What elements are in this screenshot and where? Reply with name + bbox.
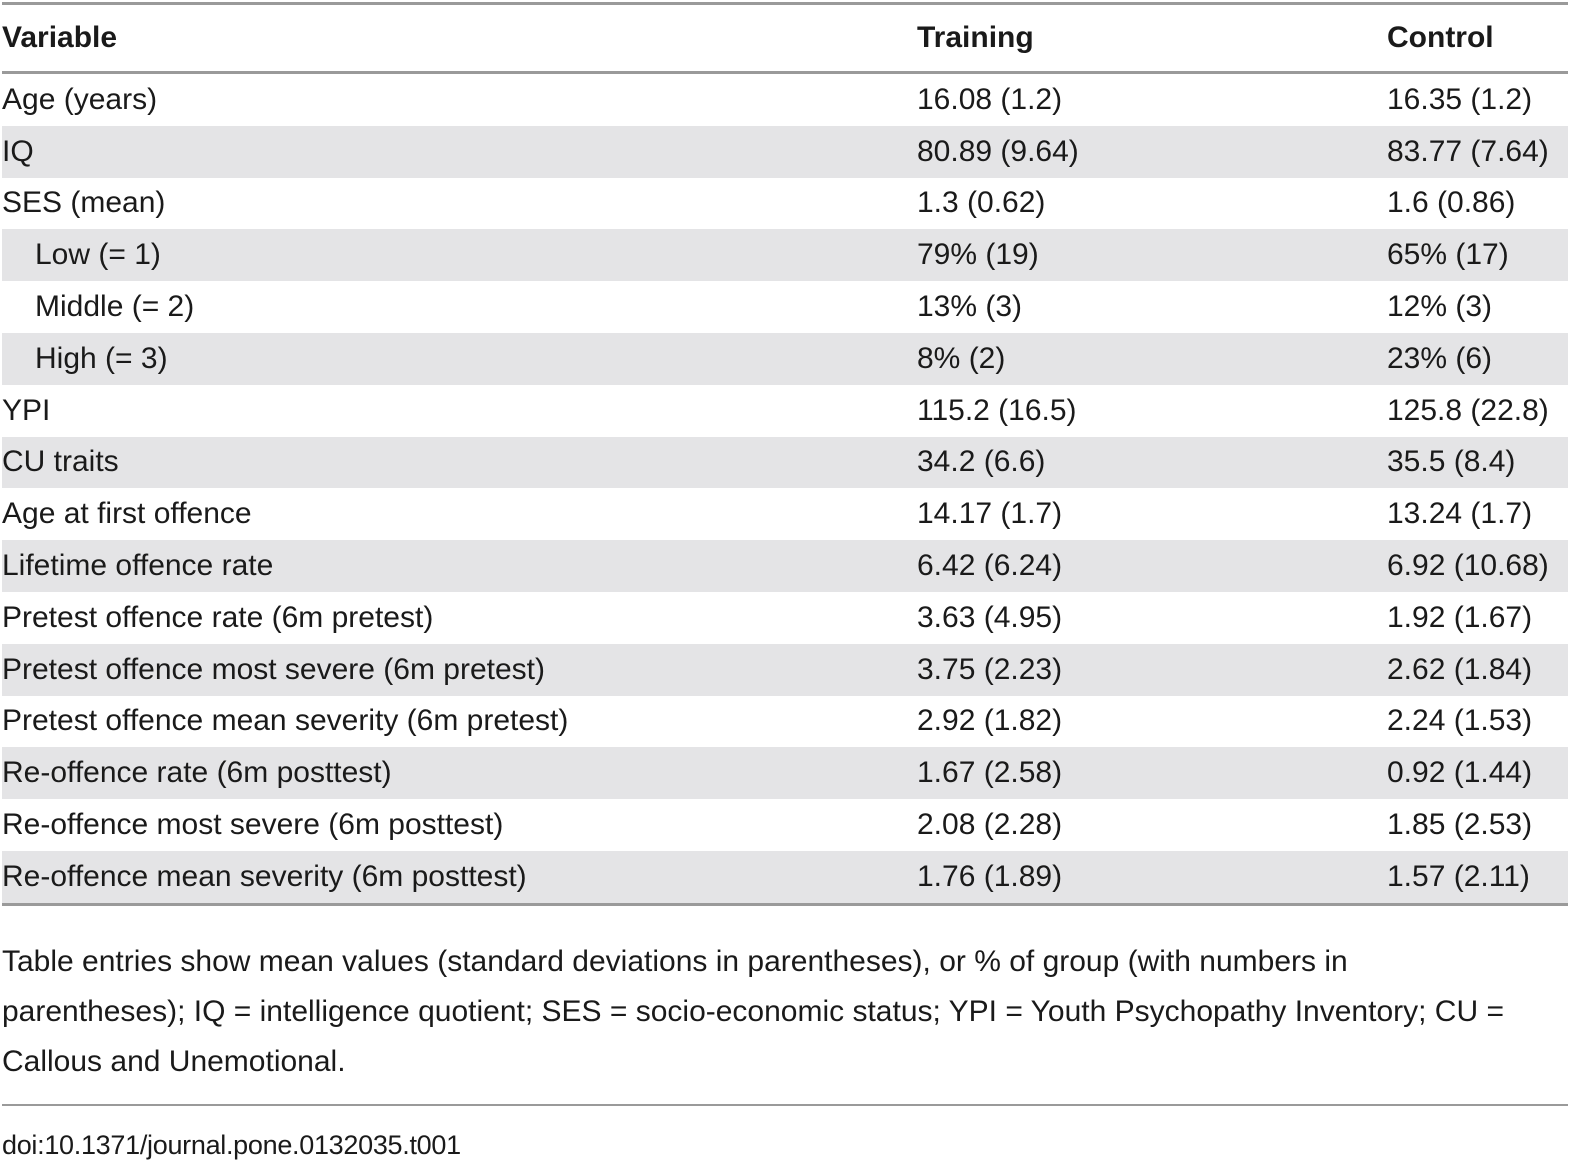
cell-control: 2.62 (1.84) — [1387, 652, 1533, 686]
table-row: Age (years) 16.08 (1.2) 16.35 (1.2) — [2, 73, 1568, 126]
cell-variable: Middle (= 2) — [35, 290, 195, 324]
cell-training: 80.89 (9.64) — [917, 134, 1079, 168]
cell-variable: Age (years) — [2, 82, 158, 116]
table-row: Re-offence rate (6m posttest) 1.67 (2.58)… — [2, 747, 1568, 800]
table-row: YPI 115.2 (16.5) 125.8 (22.8) — [2, 385, 1568, 437]
cell-control: 23% (6) — [1387, 341, 1493, 375]
cell-control: 1.57 (2.11) — [1387, 859, 1530, 893]
table-body: Age (years) 16.08 (1.2) 16.35 (1.2) IQ 80.89… — [2, 73, 1568, 905]
doi-label: doi:10.1371/journal.pone.0132035.t001 — [2, 1129, 461, 1160]
table-row: Lifetime offence rate 6.42 (6.24) 6.92 (10… — [2, 540, 1568, 592]
table-row: Pretest offence most severe (6m pretest)… — [2, 643, 1568, 696]
cell-variable: Pretest offence rate (6m pretest) — [2, 600, 434, 634]
data-table: Variable Training Control Age (years) 16.… — [2, 5, 1568, 906]
cell-control: 65% (17) — [1387, 238, 1509, 272]
cell-control: 2.24 (1.53) — [1387, 704, 1533, 738]
cell-control: 0.92 (1.44) — [1387, 756, 1533, 790]
table-header: Variable Training Control — [2, 5, 1568, 73]
cell-variable: YPI — [2, 393, 51, 427]
cell-control: 35.5 (8.4) — [1387, 445, 1516, 479]
cell-training: 2.92 (1.82) — [917, 704, 1063, 738]
cell-training: 79% (19) — [917, 238, 1039, 272]
table-footnote: Table entries show mean values (standard… — [2, 944, 1504, 1078]
header-training: Training — [917, 21, 1034, 54]
header-control: Control — [1387, 21, 1494, 54]
table-row: Low (= 1) 79% (19) 65% (17) — [2, 229, 1568, 282]
cell-training: 8% (2) — [917, 341, 1006, 375]
cell-training: 2.08 (2.28) — [917, 808, 1063, 842]
top-rule — [2, 2, 1568, 5]
table-row: Age at first offence 14.17 (1.7) 13.24 (1.… — [2, 488, 1568, 540]
table-row: Re-offence most severe (6m posttest) 2.08… — [2, 799, 1568, 851]
table-row: Re-offence mean severity (6m posttest) 1.… — [2, 850, 1568, 905]
cell-variable: High (= 3) — [35, 341, 168, 375]
cell-variable: Pretest offence most severe (6m pretest) — [2, 652, 546, 686]
table-row: Pretest offence rate (6m pretest) 3.63 (4… — [2, 592, 1568, 644]
cell-control: 6.92 (10.68) — [1387, 549, 1549, 583]
cell-variable: Pretest offence mean severity (6m pretes… — [2, 704, 569, 738]
cell-variable: Lifetime offence rate — [2, 549, 274, 583]
table-row: Middle (= 2) 13% (3) 12% (3) — [2, 281, 1568, 333]
cell-control: 12% (3) — [1387, 290, 1493, 324]
cell-variable: Re-offence most severe (6m posttest) — [2, 808, 504, 842]
cell-variable: IQ — [2, 134, 34, 168]
cell-variable: Age at first offence — [2, 497, 252, 531]
header-row: Variable Training Control — [2, 5, 1568, 73]
cell-variable: CU traits — [2, 445, 119, 479]
table-row: Pretest offence mean severity (6m pretes… — [2, 696, 1568, 748]
cell-training: 1.67 (2.58) — [917, 756, 1063, 790]
cell-training: 34.2 (6.6) — [917, 445, 1046, 479]
cell-variable: Low (= 1) — [35, 238, 161, 272]
cell-control: 1.6 (0.86) — [1387, 186, 1516, 220]
cell-training: 1.3 (0.62) — [917, 186, 1046, 220]
cell-control: 1.92 (1.67) — [1387, 600, 1533, 634]
table-row: High (= 3) 8% (2) 23% (6) — [2, 332, 1568, 385]
cell-control: 16.35 (1.2) — [1387, 82, 1533, 116]
cell-training: 3.75 (2.23) — [917, 652, 1063, 686]
header-variable: Variable — [2, 21, 118, 54]
cell-variable: Re-offence mean severity (6m posttest) — [2, 859, 527, 893]
cell-variable: SES (mean) — [2, 186, 166, 220]
cell-control: 13.24 (1.7) — [1387, 497, 1533, 531]
cell-training: 6.42 (6.24) — [917, 549, 1063, 583]
cell-training: 13% (3) — [917, 290, 1023, 324]
cell-control: 1.85 (2.53) — [1387, 808, 1533, 842]
cell-training: 115.2 (16.5) — [917, 393, 1077, 427]
cell-training: 16.08 (1.2) — [917, 82, 1063, 116]
table-row: IQ 80.89 (9.64) 83.77 (7.64) — [2, 125, 1568, 178]
cell-control: 83.77 (7.64) — [1387, 134, 1549, 168]
cell-control: 125.8 (22.8) — [1387, 393, 1549, 427]
table-row: CU traits 34.2 (6.6) 35.5 (8.4) — [2, 436, 1568, 489]
table-row: SES (mean) 1.3 (0.62) 1.6 (0.86) — [2, 178, 1568, 230]
cell-training: 3.63 (4.95) — [917, 600, 1063, 634]
cell-variable: Re-offence rate (6m posttest) — [2, 756, 392, 790]
bottom-rule — [2, 1103, 1568, 1106]
cell-training: 14.17 (1.7) — [917, 497, 1063, 531]
cell-training: 1.76 (1.89) — [917, 859, 1063, 893]
